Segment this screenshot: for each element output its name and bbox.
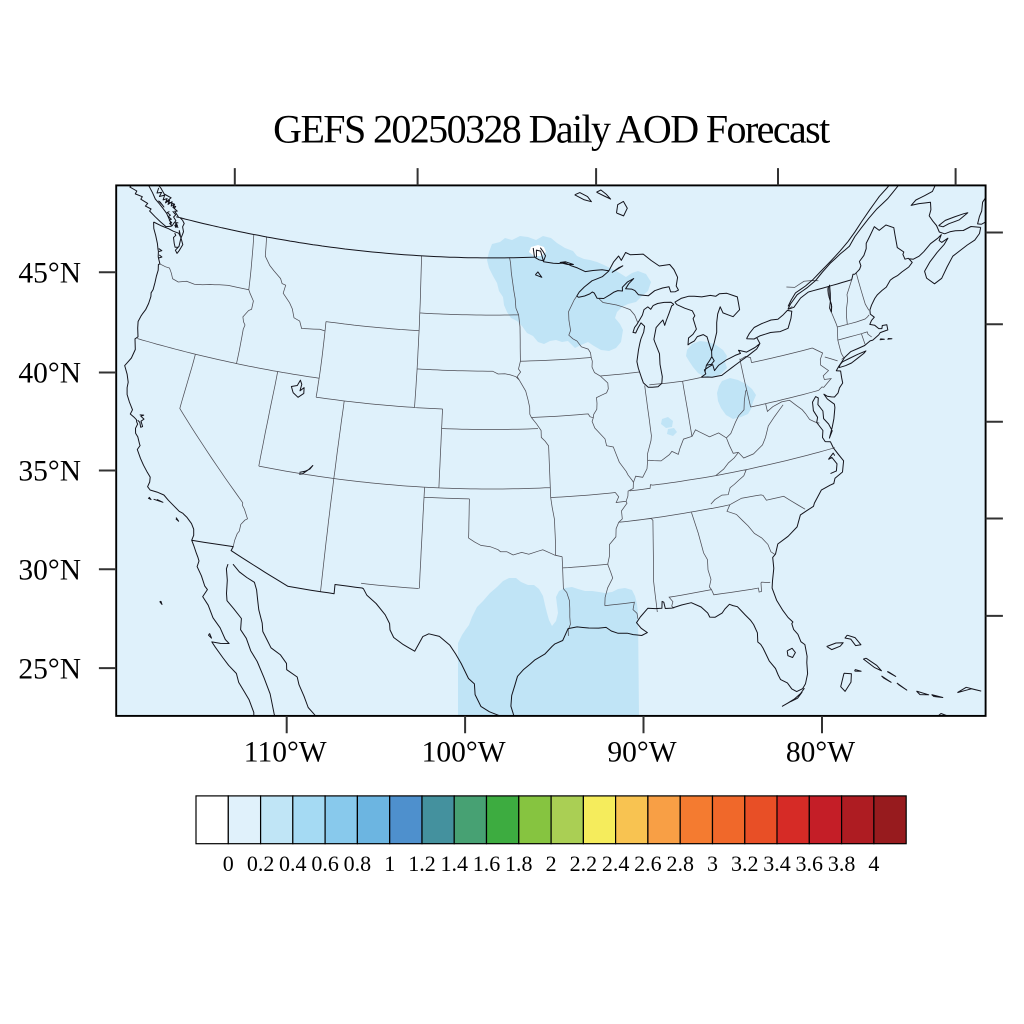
- svg-text:35°N: 35°N: [18, 456, 81, 488]
- svg-text:100°W: 100°W: [422, 736, 506, 768]
- svg-text:3.6: 3.6: [796, 851, 824, 876]
- svg-text:3.4: 3.4: [763, 851, 791, 876]
- svg-text:0.6: 0.6: [311, 851, 339, 876]
- svg-text:2.4: 2.4: [602, 851, 630, 876]
- svg-text:40°N: 40°N: [18, 358, 81, 390]
- svg-text:30°N: 30°N: [18, 555, 81, 587]
- svg-text:1.8: 1.8: [505, 851, 533, 876]
- svg-text:1: 1: [384, 851, 395, 876]
- svg-text:25°N: 25°N: [18, 653, 81, 685]
- svg-text:2.2: 2.2: [570, 851, 598, 876]
- svg-text:3: 3: [707, 851, 718, 876]
- svg-text:90°W: 90°W: [607, 736, 676, 768]
- svg-text:2: 2: [546, 851, 557, 876]
- svg-text:1.4: 1.4: [440, 851, 468, 876]
- svg-text:GEFS 20250328 Daily AOD Foreca: GEFS 20250328 Daily AOD Forecast: [273, 107, 830, 152]
- svg-text:1.2: 1.2: [408, 851, 436, 876]
- svg-text:0.8: 0.8: [344, 851, 372, 876]
- svg-text:1.6: 1.6: [473, 851, 501, 876]
- svg-text:3.8: 3.8: [828, 851, 856, 876]
- svg-text:0: 0: [223, 851, 234, 876]
- svg-text:4: 4: [868, 851, 879, 876]
- svg-text:2.6: 2.6: [634, 851, 662, 876]
- svg-text:110°W: 110°W: [244, 736, 327, 768]
- svg-text:0.2: 0.2: [247, 851, 275, 876]
- svg-text:45°N: 45°N: [18, 258, 81, 290]
- svg-text:80°W: 80°W: [786, 736, 855, 768]
- svg-text:0.4: 0.4: [279, 851, 307, 876]
- svg-text:2.8: 2.8: [666, 851, 694, 876]
- svg-text:3.2: 3.2: [731, 851, 759, 876]
